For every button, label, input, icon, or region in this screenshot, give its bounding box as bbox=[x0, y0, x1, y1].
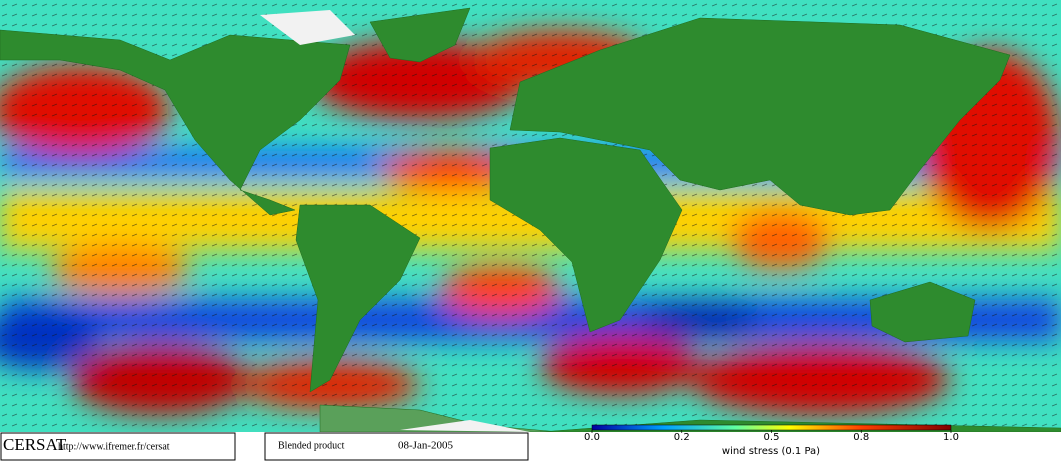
product-box bbox=[264, 432, 529, 461]
colorbar-tick-label: 1.0 bbox=[943, 432, 959, 443]
colorbar-label: wind stress (0.1 Pa) bbox=[722, 446, 820, 457]
logo: CERSAT bbox=[3, 435, 67, 454]
land bbox=[0, 7, 1061, 433]
colorbar-tick-label: 0.5 bbox=[764, 432, 780, 443]
colorbar-tick-label: 0.2 bbox=[674, 432, 690, 443]
footer: CERSAT http://www.ifremer.fr/cersat Blen… bbox=[0, 424, 1061, 462]
url: http://www.ifremer.fr/cersat bbox=[58, 441, 170, 452]
date: 08-Jan-2005 bbox=[398, 440, 453, 452]
colorbar-tick-label: 0.0 bbox=[584, 432, 600, 443]
product: Blended product bbox=[278, 440, 345, 451]
credit-box bbox=[0, 432, 236, 461]
ice bbox=[260, 10, 530, 432]
colorbar bbox=[591, 424, 952, 431]
colorbar-tick-label: 0.8 bbox=[853, 432, 869, 443]
